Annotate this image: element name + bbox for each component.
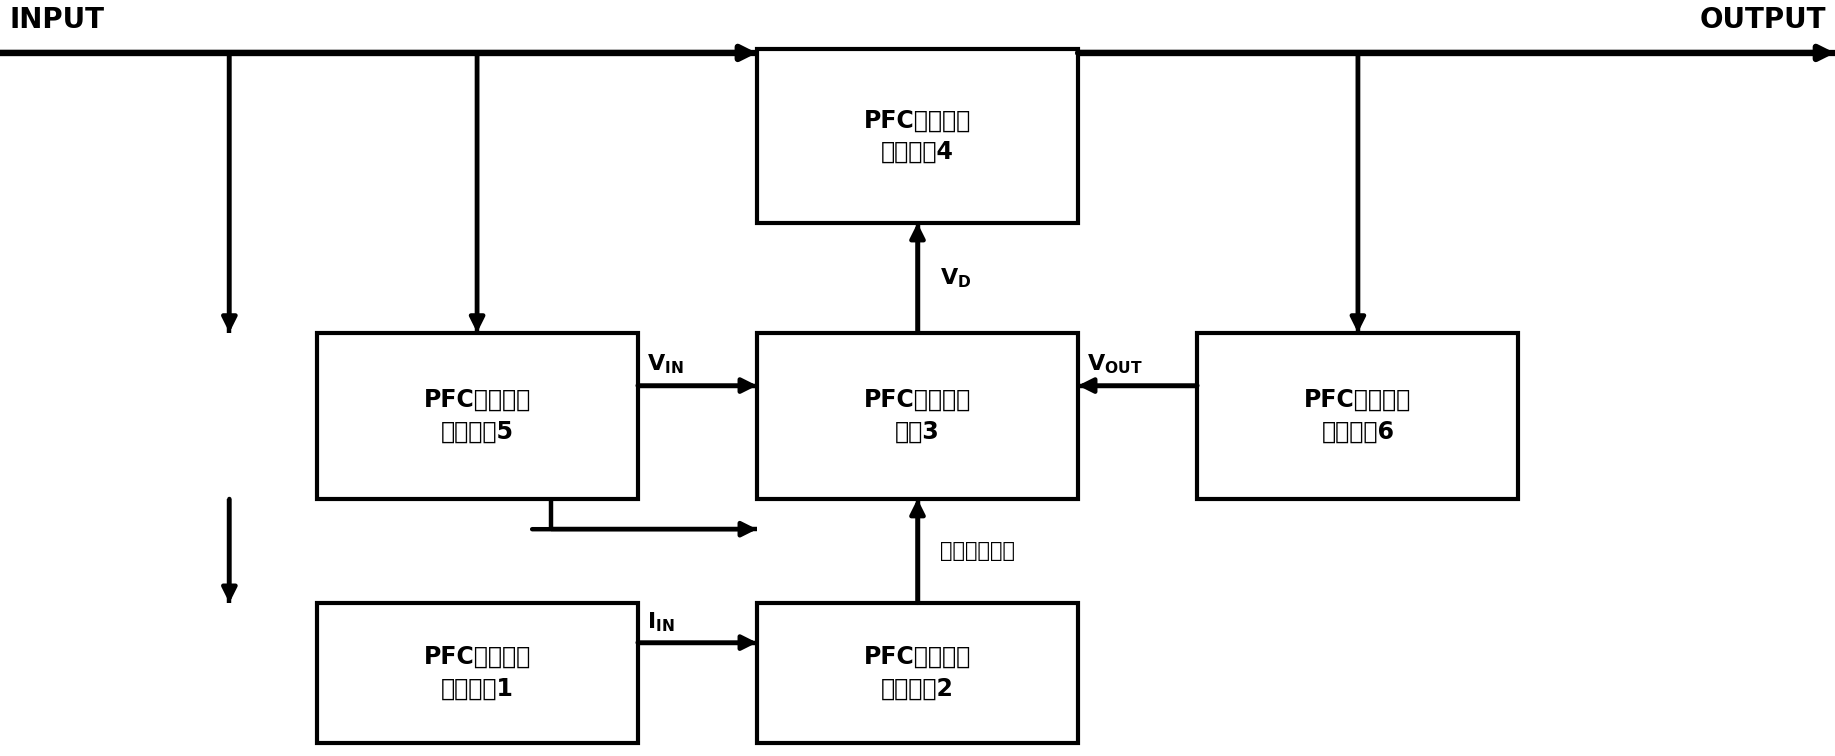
Bar: [756, 333, 1077, 499]
Text: $\mathbf{I_{IN}}$: $\mathbf{I_{IN}}$: [646, 610, 675, 634]
Text: PFC线性调节
装置模块2: PFC线性调节 装置模块2: [864, 645, 971, 701]
Text: 线性调节参数: 线性调节参数: [940, 541, 1015, 561]
Text: $\mathbf{V_{OUT}}$: $\mathbf{V_{OUT}}$: [1086, 353, 1143, 376]
Bar: [756, 603, 1077, 742]
Bar: [317, 603, 639, 742]
Text: PFC输出电压
采样模块6: PFC输出电压 采样模块6: [1305, 388, 1411, 444]
Text: PFC控制电路
模块3: PFC控制电路 模块3: [864, 388, 971, 444]
Bar: [1196, 333, 1518, 499]
Text: PFC输入电压
采样模块5: PFC输入电压 采样模块5: [424, 388, 530, 444]
Text: OUTPUT: OUTPUT: [1699, 6, 1826, 34]
Text: PFC升压功率
电路模块4: PFC升压功率 电路模块4: [864, 108, 971, 164]
Bar: [756, 49, 1077, 223]
Text: PFC输入电流
采样模块1: PFC输入电流 采样模块1: [424, 645, 530, 701]
Text: $\mathbf{V_D}$: $\mathbf{V_D}$: [940, 266, 971, 290]
Bar: [317, 333, 639, 499]
Text: INPUT: INPUT: [9, 6, 105, 34]
Text: $\mathbf{V_{IN}}$: $\mathbf{V_{IN}}$: [646, 353, 684, 376]
